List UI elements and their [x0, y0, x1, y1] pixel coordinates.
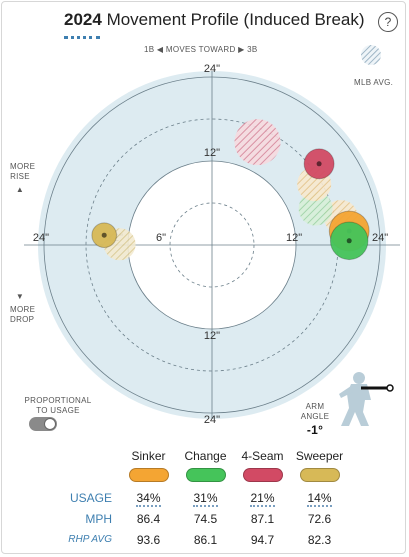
rhp-avg-sweeper: 82.3 [307, 532, 332, 547]
more-drop-line2: DROP [10, 315, 35, 324]
left-arrow-icon: ◀ [156, 45, 164, 54]
sinker-pill[interactable] [128, 468, 169, 482]
pitch-center-sweeper [101, 232, 107, 238]
mph-sweeper: 72.6 [307, 511, 332, 526]
mph-row-label: MPH [85, 511, 112, 526]
proportional-line2: TO USAGE [36, 406, 80, 415]
pitch-name-sweeper: Sweeper [295, 448, 344, 463]
arm-angle-label: ARM ANGLE -1° [300, 402, 330, 437]
mlb-avg-marker-1[interactable] [298, 191, 333, 226]
arm-angle-value: -1° [306, 423, 324, 437]
usage-sinker: 34% [136, 490, 161, 507]
movement-chart: 24"12"12"24"24"12"6"12"24" [24, 63, 400, 426]
pitch-name-change: Change [184, 448, 227, 463]
up-arrow-icon: ▲ [15, 185, 25, 194]
title-year: 2024 [64, 10, 102, 29]
direction-center: MOVES TOWARD [165, 45, 236, 54]
more-drop-line1: MORE [10, 305, 36, 314]
more-drop-label: ▼ MORE DROP [10, 292, 36, 325]
ring-label-top-24: 24" [204, 63, 220, 75]
more-rise-line1: MORE [10, 162, 36, 171]
pitch-name-sinker: Sinker [131, 448, 166, 463]
direction-left-base: 1B [144, 45, 155, 54]
ring-label-left-6: 6" [156, 232, 166, 244]
page-title: 2024 Movement Profile (Induced Break) [64, 10, 365, 30]
mlb-avg-legend: MLB AVG. [354, 45, 394, 90]
ring-label-top-12: 12" [204, 147, 220, 159]
mlb-avg-swatch [361, 45, 381, 65]
usage-change: 31% [193, 490, 218, 507]
mph-sinker: 86.4 [136, 511, 161, 526]
toggle-knob [44, 418, 56, 430]
usage-sweeper: 14% [307, 490, 332, 507]
ring-label-bottom-24: 24" [204, 414, 220, 426]
pitch-name-4seam: 4-Seam [241, 448, 284, 463]
pitch-layer [91, 148, 370, 261]
arm-angle-line1: ARM [305, 402, 325, 411]
ring-label-right-12: 12" [286, 232, 302, 244]
more-rise-label: MORE RISE ▲ [10, 162, 36, 195]
ring-label-bottom-12: 12" [204, 330, 220, 342]
proportional-line1: PROPORTIONAL [24, 396, 92, 405]
usage-row-label: USAGE [69, 490, 112, 505]
pitch-stats-table: Sinker Change 4-Seam Sweeper USAGE 34% 3… [60, 445, 348, 550]
proportional-toggle[interactable] [29, 417, 57, 431]
ring-label-right-24: 24" [372, 232, 388, 244]
mph-change: 74.5 [193, 511, 218, 526]
mlb-avg-marker-4[interactable] [234, 119, 281, 166]
direction-label: 1B ◀ MOVES TOWARD ▶ 3B [144, 45, 258, 54]
change-pill[interactable] [185, 468, 226, 482]
right-arrow-icon: ▶ [238, 45, 245, 54]
direction-right-base: 3B [247, 45, 258, 54]
help-button[interactable]: ? [378, 12, 398, 32]
year-underline[interactable] [64, 36, 100, 39]
arm-angle-line2: ANGLE [300, 412, 330, 421]
mph-4seam: 87.1 [250, 511, 275, 526]
mlb-avg-label: MLB AVG. [354, 78, 394, 87]
down-arrow-icon: ▼ [15, 292, 25, 301]
pitch-center-change [346, 238, 352, 244]
usage-4seam: 21% [250, 490, 275, 507]
proportional-label: PROPORTIONAL TO USAGE [24, 396, 92, 416]
title-text: Movement Profile (Induced Break) [106, 10, 365, 29]
pitch-center-4-seam [316, 161, 322, 167]
rhp-avg-row-label: RHP AVG [68, 534, 112, 545]
4seam-pill[interactable] [242, 468, 283, 482]
rhp-avg-change: 86.1 [193, 532, 218, 547]
rhp-avg-sinker: 93.6 [136, 532, 161, 547]
sweeper-pill[interactable] [299, 468, 340, 482]
ring-label-left-24: 24" [33, 232, 49, 244]
more-rise-line2: RISE [10, 172, 30, 181]
rhp-avg-4seam: 94.7 [250, 532, 275, 547]
pitcher-icon [339, 372, 394, 426]
